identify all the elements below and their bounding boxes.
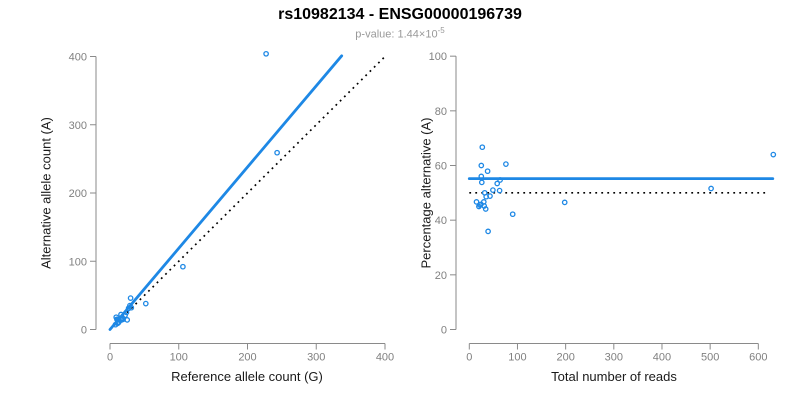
- chart-title: rs10982134 - ENSG00000196739: [278, 6, 522, 23]
- right-plot-ylabel: Percentage alternative (A): [418, 117, 434, 269]
- x-tick-label: 200: [238, 352, 256, 364]
- data-point: [708, 185, 714, 192]
- y-tick-label: 60: [435, 161, 447, 173]
- pvalue-exponent: -5: [437, 26, 445, 35]
- left-plot-xlabel: Reference allele count (G): [171, 369, 323, 384]
- data-point: [497, 177, 503, 183]
- data-point: [483, 193, 490, 200]
- data-point: [494, 180, 501, 187]
- data-point: [478, 162, 485, 169]
- x-tick-label: 0: [107, 352, 113, 364]
- x-tick-label: 200: [556, 352, 574, 364]
- data-point: [482, 206, 489, 212]
- data-point: [142, 300, 149, 307]
- x-tick-label: 300: [605, 352, 623, 364]
- data-point: [128, 304, 135, 311]
- y-tick-label: 0: [441, 325, 447, 337]
- data-point: [479, 144, 486, 151]
- data-point: [503, 161, 509, 167]
- data-point: [485, 228, 491, 235]
- pvalue-text: p-value: 1.44×10: [355, 28, 438, 41]
- x-tick-label: 0: [466, 352, 472, 364]
- data-point: [484, 168, 491, 175]
- y-tick-label: 0: [81, 325, 87, 337]
- x-tick-label: 300: [307, 352, 325, 364]
- y-tick-label: 20: [435, 270, 447, 282]
- data-point: [496, 187, 503, 194]
- x-tick-label: 400: [653, 352, 671, 364]
- y-tick-label: 100: [69, 256, 87, 268]
- data-point: [770, 151, 777, 158]
- y-tick-label: 40: [435, 215, 447, 227]
- right-plot-xlabel: Total number of reads: [551, 369, 677, 384]
- y-tick-label: 300: [69, 120, 87, 132]
- x-tick-label: 100: [508, 352, 526, 364]
- x-tick-label: 100: [170, 352, 188, 364]
- pvalue-subtitle: p-value: 1.44×10-5: [0, 26, 800, 41]
- left-plot-ylabel: Alternative allele count (A): [38, 117, 54, 269]
- data-point: [263, 50, 269, 57]
- y-tick-label: 400: [69, 52, 87, 64]
- data-point: [478, 173, 485, 180]
- data-point: [509, 211, 516, 218]
- data-point: [115, 319, 122, 326]
- data-point: [473, 199, 480, 205]
- x-tick-label: 500: [701, 352, 719, 364]
- y-tick-label: 200: [69, 188, 87, 200]
- x-tick-label: 400: [376, 352, 394, 364]
- data-point: [180, 263, 186, 270]
- data-point: [490, 187, 496, 193]
- fit-line: [108, 54, 344, 331]
- data-point: [561, 199, 568, 206]
- data-point: [127, 295, 134, 301]
- data-point: [478, 179, 485, 186]
- dotted-reference-line: [109, 55, 386, 331]
- data-point: [123, 309, 130, 316]
- x-tick-label: 600: [749, 352, 767, 364]
- data-point: [274, 149, 280, 156]
- data-point: [124, 317, 131, 323]
- y-tick-label: 80: [435, 106, 447, 118]
- y-tick-label: 100: [429, 51, 447, 63]
